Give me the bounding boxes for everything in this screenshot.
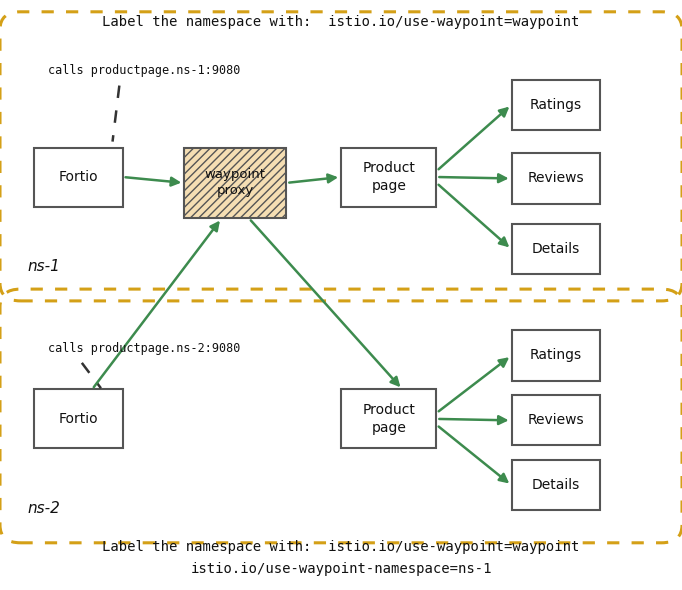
FancyBboxPatch shape	[34, 389, 123, 448]
Text: ns-2: ns-2	[27, 502, 60, 516]
Text: Label the namespace with:  istio.io/use-waypoint=waypoint: Label the namespace with: istio.io/use-w…	[102, 15, 580, 29]
FancyBboxPatch shape	[184, 148, 286, 218]
FancyBboxPatch shape	[512, 80, 600, 130]
Text: Product
page: Product page	[362, 161, 415, 193]
FancyBboxPatch shape	[512, 330, 600, 381]
FancyBboxPatch shape	[341, 148, 436, 206]
Text: calls productpage.ns-2:9080: calls productpage.ns-2:9080	[48, 342, 240, 355]
FancyBboxPatch shape	[512, 460, 600, 510]
FancyBboxPatch shape	[512, 153, 600, 204]
Text: calls productpage.ns-1:9080: calls productpage.ns-1:9080	[48, 64, 240, 77]
Text: Reviews: Reviews	[527, 172, 584, 185]
Text: waypoint
proxy: waypoint proxy	[205, 168, 266, 198]
Text: ns-1: ns-1	[27, 260, 60, 274]
Text: Fortio: Fortio	[59, 170, 98, 184]
Text: Label the namespace with:  istio.io/use-waypoint=waypoint: Label the namespace with: istio.io/use-w…	[102, 540, 580, 554]
FancyBboxPatch shape	[34, 148, 123, 206]
Text: Ratings: Ratings	[530, 349, 582, 362]
FancyBboxPatch shape	[512, 395, 600, 445]
Text: Fortio: Fortio	[59, 412, 98, 426]
Text: Ratings: Ratings	[530, 98, 582, 112]
Text: Product
page: Product page	[362, 403, 415, 435]
FancyBboxPatch shape	[341, 389, 436, 448]
Text: Reviews: Reviews	[527, 414, 584, 427]
FancyBboxPatch shape	[512, 224, 600, 274]
Text: Details: Details	[532, 242, 580, 256]
Text: Details: Details	[532, 478, 580, 492]
Text: istio.io/use-waypoint-namespace=ns-1: istio.io/use-waypoint-namespace=ns-1	[190, 562, 492, 576]
